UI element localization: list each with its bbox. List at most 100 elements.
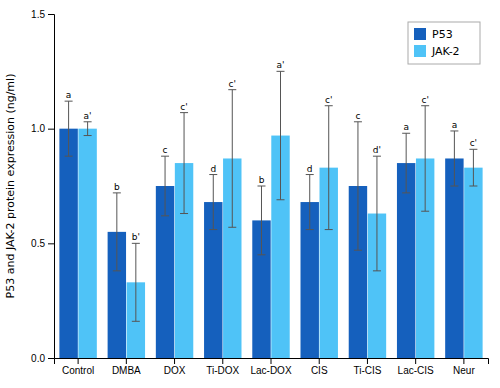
error-bar-cap bbox=[65, 101, 73, 102]
error-bar-cap bbox=[354, 250, 362, 251]
error-bar-cap bbox=[469, 149, 477, 150]
error-bar-line bbox=[473, 149, 474, 186]
y-axis-title: P53 and JAK-2 protein expression (ng/ml) bbox=[4, 74, 17, 299]
y-tick-label: 1.5 bbox=[31, 9, 45, 20]
error-bar-cap bbox=[277, 199, 285, 200]
error-bar-cap bbox=[421, 211, 429, 212]
legend-label: P53 bbox=[432, 28, 453, 41]
x-tick-mark bbox=[174, 358, 175, 364]
error-bar-line bbox=[280, 71, 281, 199]
error-bar bbox=[373, 156, 381, 271]
error-bar-cap bbox=[402, 192, 410, 193]
error-bar-cap bbox=[373, 156, 381, 157]
error-bar-line bbox=[68, 101, 69, 156]
bar-annotation: c bbox=[163, 145, 168, 155]
error-bar bbox=[257, 186, 265, 255]
x-tick-mark bbox=[222, 358, 223, 364]
error-bar bbox=[84, 122, 92, 136]
error-bar-cap bbox=[113, 192, 121, 193]
x-tick-label: DOX bbox=[164, 365, 186, 376]
legend-swatch bbox=[414, 28, 426, 40]
x-tick-label: CIS bbox=[311, 365, 328, 376]
x-tick-label: Control bbox=[62, 365, 94, 376]
error-bar bbox=[306, 175, 314, 230]
y-tick-mark bbox=[48, 14, 54, 15]
error-bar-line bbox=[454, 131, 455, 186]
y-tick-mark bbox=[48, 129, 54, 130]
error-bar-cap bbox=[84, 121, 92, 122]
x-tick-mark bbox=[271, 358, 272, 364]
error-bar-line bbox=[135, 243, 136, 321]
bar bbox=[59, 129, 77, 358]
error-bar-line bbox=[165, 156, 166, 216]
chart: 0.00.51.01.5ControlDMBADOXTi-DOXLac-DOXC… bbox=[0, 0, 500, 388]
bar bbox=[78, 129, 96, 358]
error-bar-cap bbox=[84, 135, 92, 136]
x-tick: Ti-DOX bbox=[206, 358, 239, 376]
error-bar-cap bbox=[132, 243, 140, 244]
x-tick-mark bbox=[367, 358, 368, 364]
legend-label: JAK-2 bbox=[431, 45, 460, 58]
annotations: abcdbdcaaa'b'c'c'a'c'd'c'c' bbox=[66, 60, 477, 242]
error-bar bbox=[421, 106, 429, 211]
error-bar bbox=[325, 106, 333, 230]
bar-annotation: d bbox=[307, 164, 313, 174]
y-axis: 0.00.51.01.5 bbox=[31, 9, 54, 364]
bar-annotation: a' bbox=[277, 60, 285, 70]
error-bar-line bbox=[116, 193, 117, 271]
error-bar bbox=[113, 193, 121, 271]
error-bar-cap bbox=[161, 215, 169, 216]
error-bar-line bbox=[357, 122, 358, 250]
error-bar-cap bbox=[306, 174, 314, 175]
error-bar-cap bbox=[402, 133, 410, 134]
error-bar-cap bbox=[257, 254, 265, 255]
legend-frame bbox=[408, 22, 480, 64]
error-bar-line bbox=[328, 106, 329, 230]
error-bar-line bbox=[406, 133, 407, 193]
series bbox=[59, 101, 463, 358]
error-bar bbox=[209, 175, 217, 230]
x-tick-label: Lac-DOX bbox=[250, 365, 291, 376]
error-bar-cap bbox=[180, 112, 188, 113]
x-tick-mark bbox=[319, 358, 320, 364]
error-bar-line bbox=[309, 175, 310, 230]
x-tick-mark bbox=[463, 358, 464, 364]
x-tick: CIS bbox=[311, 358, 328, 376]
bar-annotation: c' bbox=[180, 102, 187, 112]
error-bar bbox=[277, 71, 285, 199]
error-bar-cap bbox=[209, 229, 217, 230]
error-bar bbox=[354, 122, 362, 250]
error-bar bbox=[469, 149, 477, 186]
error-bar-cap bbox=[65, 156, 73, 157]
x-tick-mark bbox=[126, 358, 127, 364]
error-bar-line bbox=[87, 122, 88, 136]
bar-annotation: a bbox=[66, 90, 72, 100]
error-bar-line bbox=[232, 90, 233, 228]
legend: P53 JAK-2 bbox=[408, 22, 480, 64]
y-tick: 0.0 bbox=[31, 353, 54, 364]
error-bar-cap bbox=[228, 227, 236, 228]
error-bar-line bbox=[425, 106, 426, 211]
error-bar bbox=[132, 243, 140, 321]
y-tick-label: 1.0 bbox=[31, 123, 45, 134]
bar-annotation: d' bbox=[373, 145, 381, 155]
x-tick: Lac-DOX bbox=[250, 358, 291, 376]
x-tick-mark bbox=[415, 358, 416, 364]
error-bar-cap bbox=[257, 186, 265, 187]
x-tick-label: Ti-CIS bbox=[353, 365, 381, 376]
error-bar-cap bbox=[180, 213, 188, 214]
bar-annotation: b' bbox=[132, 232, 140, 242]
x-tick: Ti-CIS bbox=[353, 358, 381, 376]
x-tick-label: DMBA bbox=[112, 365, 141, 376]
series bbox=[78, 71, 482, 358]
error-bar-cap bbox=[132, 321, 140, 322]
y-tick-label: 0.0 bbox=[31, 353, 45, 364]
legend-item: P53 bbox=[414, 28, 453, 41]
bar bbox=[464, 168, 482, 358]
y-tick: 1.0 bbox=[31, 123, 54, 134]
bar-annotation: c bbox=[355, 111, 360, 121]
error-bar-line bbox=[184, 113, 185, 214]
error-bar bbox=[228, 90, 236, 228]
bar-annotation: c' bbox=[421, 95, 428, 105]
plot: 0.00.51.01.5ControlDMBADOXTi-DOXLac-DOXC… bbox=[4, 9, 489, 376]
